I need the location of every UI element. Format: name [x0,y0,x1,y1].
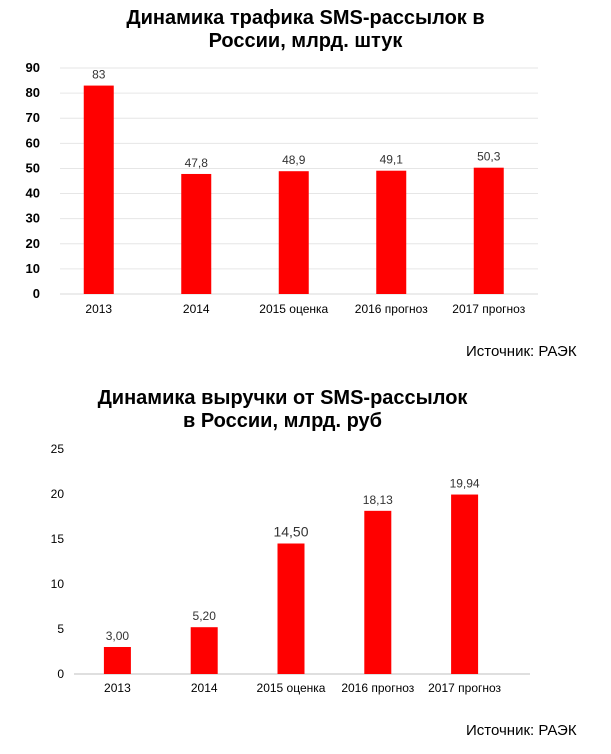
revenue-value-label: 3,00 [106,629,130,643]
traffic-chart-title: Динамика трафика SMS-рассылок в России, … [0,7,611,53]
revenue-category-label: 2015 оценка [257,681,326,695]
revenue-value-label: 5,20 [193,609,217,623]
revenue-bar [103,647,131,674]
revenue-y-tick-label: 0 [57,667,64,681]
traffic-bar [376,170,407,294]
traffic-bar [181,173,212,294]
traffic-category-label: 2014 [183,302,210,316]
revenue-chart-title: Динамика выручки от SMS-рассылок в Росси… [0,387,588,433]
traffic-bar [83,85,114,294]
revenue-title-line-2: в России, млрд. руб [182,410,383,432]
traffic-y-tick-label: 10 [26,261,40,276]
revenue-value-label: 14,50 [273,524,308,540]
revenue-y-tick-label: 5 [57,622,64,636]
revenue-category-label: 2013 [104,681,131,695]
traffic-category-label: 2017 прогноз [452,302,525,316]
traffic-value-label: 83 [92,68,106,82]
traffic-y-tick-label: 40 [26,186,40,201]
traffic-bar-chart: 0 10 20 30 40 50 60 70 80 90 83 2013 47,8 2014 48,9 201… [26,60,538,316]
traffic-value-label: 50,3 [477,150,501,164]
revenue-bar [364,510,392,674]
revenue-bar [277,543,305,674]
revenue-value-label: 19,94 [450,477,480,491]
traffic-title-line-1: Динамика трафика SMS-рассылок в [126,7,485,29]
revenue-category-label: 2016 прогноз [341,681,414,695]
revenue-bar [451,494,479,674]
traffic-category-label: 2013 [85,302,112,316]
revenue-source: Источник: РАЭК [466,722,577,739]
revenue-y-tick-label: 25 [51,442,65,456]
traffic-bar [278,171,309,294]
traffic-y-tick-label: 70 [26,110,40,125]
traffic-y-tick-label: 30 [26,211,40,226]
revenue-bar-chart: 0 5 10 15 20 25 3,00 2013 5,20 2014 14,50 2015 оцен… [51,442,530,695]
revenue-category-label: 2014 [191,681,218,695]
revenue-bar [190,627,218,674]
traffic-y-tick-label: 90 [26,60,40,75]
traffic-y-tick-label: 80 [26,85,40,100]
traffic-category-label: 2015 оценка [259,302,328,316]
revenue-y-tick-label: 10 [51,577,65,591]
traffic-title-line-2: России, млрд. штук [208,30,403,52]
traffic-bar [473,167,504,294]
traffic-category-label: 2016 прогноз [355,302,428,316]
traffic-y-tick-label: 60 [26,135,40,150]
traffic-y-tick-label: 50 [26,160,40,175]
traffic-value-label: 47,8 [185,156,209,170]
revenue-chart: Динамика выручки от SMS-рассылок в Росси… [0,380,611,754]
revenue-value-label: 18,13 [363,493,393,507]
revenue-title-line-1: Динамика выручки от SMS-рассылок [97,387,468,409]
traffic-y-tick-label: 0 [33,286,40,301]
revenue-y-tick-label: 15 [51,532,65,546]
traffic-chart: Динамика трафика SMS-рассылок в России, … [0,0,611,370]
traffic-source: Источник: РАЭК [466,343,577,360]
traffic-value-label: 49,1 [380,153,404,167]
revenue-y-tick-label: 20 [51,487,65,501]
traffic-value-label: 48,9 [282,153,306,167]
revenue-category-label: 2017 прогноз [428,681,501,695]
traffic-y-tick-label: 20 [26,236,40,251]
